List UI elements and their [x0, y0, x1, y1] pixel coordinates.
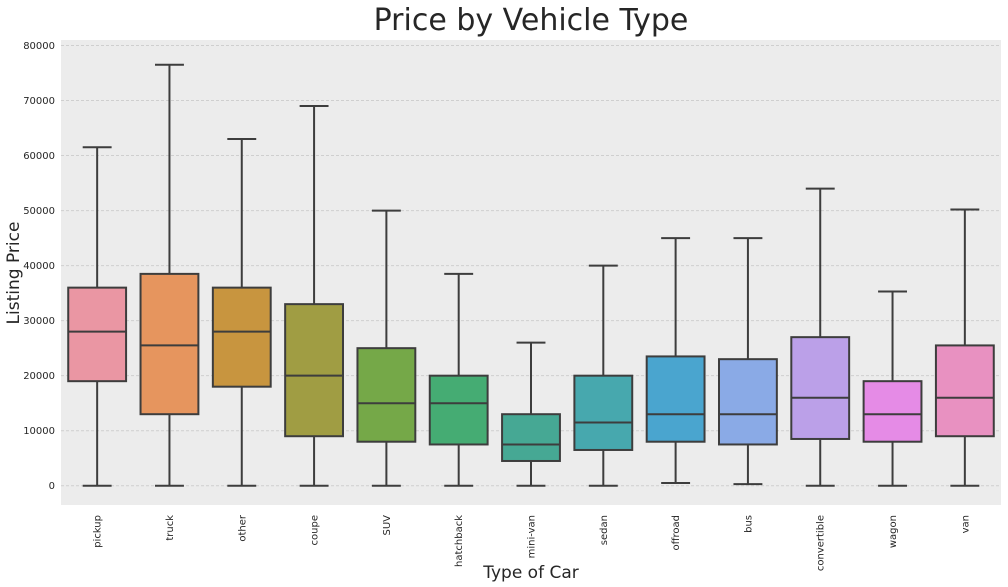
x-tick-label: convertible — [816, 515, 827, 571]
chart-title: Price by Vehicle Type — [374, 3, 689, 38]
y-tick-label: 30000 — [23, 316, 55, 327]
box-truck — [139, 63, 200, 487]
box-pickup — [67, 146, 128, 487]
box-mini-van — [501, 341, 561, 487]
x-tick-label: coupe — [310, 515, 321, 545]
iqr-box — [790, 336, 851, 440]
x-tick-label: hatchback — [454, 515, 465, 567]
x-tick-labels: pickup truck other coupe SUV hatchback mini-va… — [93, 514, 972, 571]
box-other — [211, 138, 272, 487]
x-tick-label: offroad — [671, 515, 682, 551]
iqr-box — [284, 303, 344, 438]
box-offroad — [645, 237, 706, 484]
x-tick-label: SUV — [382, 515, 393, 536]
iqr-box — [573, 374, 634, 451]
box-bus — [718, 237, 778, 486]
box-suv — [356, 209, 417, 487]
iqr-box — [356, 347, 417, 443]
iqr-box — [428, 374, 489, 446]
iqr-box — [67, 286, 128, 383]
y-tick-label: 60000 — [23, 151, 55, 162]
box-hatchback — [428, 272, 489, 487]
y-tick-labels: 0 10000 20000 30000 40000 50000 60000 70000 8000… — [23, 41, 55, 492]
y-tick-label: 80000 — [23, 41, 55, 52]
box-van — [934, 208, 995, 487]
x-tick-label: van — [960, 515, 971, 533]
x-axis-label: Type of Car — [482, 563, 579, 583]
x-tick-label: sedan — [599, 515, 610, 545]
box-wagon — [862, 290, 923, 487]
y-tick-label: 10000 — [23, 426, 55, 437]
iqr-box — [862, 380, 923, 443]
iqr-box — [718, 358, 778, 446]
y-tick-label: 70000 — [23, 96, 55, 107]
y-tick-label: 20000 — [23, 371, 55, 382]
x-tick-label: mini-van — [527, 515, 538, 558]
x-tick-label: wagon — [888, 515, 899, 548]
boxes-group — [67, 63, 995, 487]
box-sedan — [573, 264, 634, 487]
y-tick-label: 0 — [49, 481, 55, 492]
iqr-box — [645, 355, 706, 443]
y-tick-label: 50000 — [23, 206, 55, 217]
iqr-box — [139, 272, 200, 416]
x-tick-label: truck — [165, 515, 176, 541]
x-tick-label: other — [237, 514, 248, 542]
iqr-box — [934, 344, 995, 438]
box-convertible — [790, 187, 851, 487]
y-axis-label: Listing Price — [4, 222, 24, 325]
y-tick-label: 40000 — [23, 261, 55, 272]
x-tick-label: bus — [743, 515, 754, 533]
box-coupe — [284, 105, 344, 487]
iqr-box — [211, 286, 272, 388]
x-tick-label: pickup — [93, 515, 104, 548]
iqr-box — [501, 413, 561, 462]
